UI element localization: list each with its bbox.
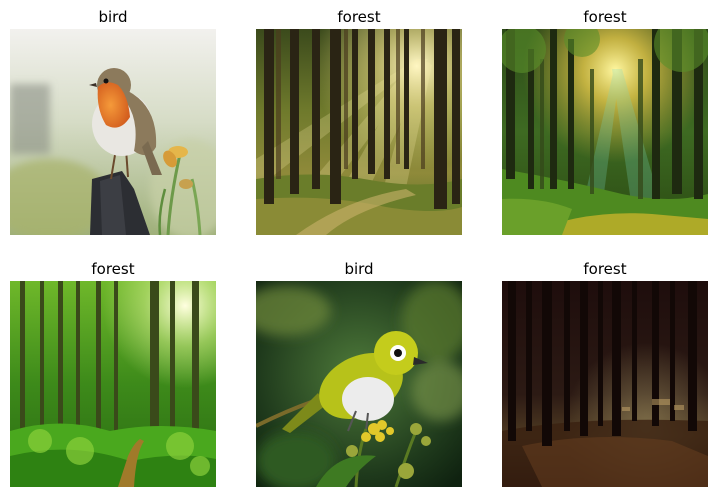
grid-cell: bird — [256, 257, 462, 487]
yellow-bird-image — [256, 281, 462, 487]
image-title: bird — [98, 8, 128, 26]
dark-forest-image — [502, 281, 708, 487]
image-title: forest — [583, 8, 627, 26]
image-title: forest — [337, 8, 381, 26]
sunlit-green-forest-image — [502, 29, 708, 235]
grid-cell: forest — [502, 257, 708, 487]
image-title: forest — [583, 260, 627, 278]
grid-cell: forest — [256, 5, 462, 235]
image-title: bird — [344, 260, 374, 278]
grid-cell: bird — [10, 5, 216, 235]
grid-cell: forest — [502, 5, 708, 235]
robin-image — [10, 29, 216, 235]
grid-cell: forest — [10, 257, 216, 487]
bright-green-forest-image — [10, 281, 216, 487]
image-title: forest — [91, 260, 135, 278]
sunbeam-forest-image — [256, 29, 462, 235]
